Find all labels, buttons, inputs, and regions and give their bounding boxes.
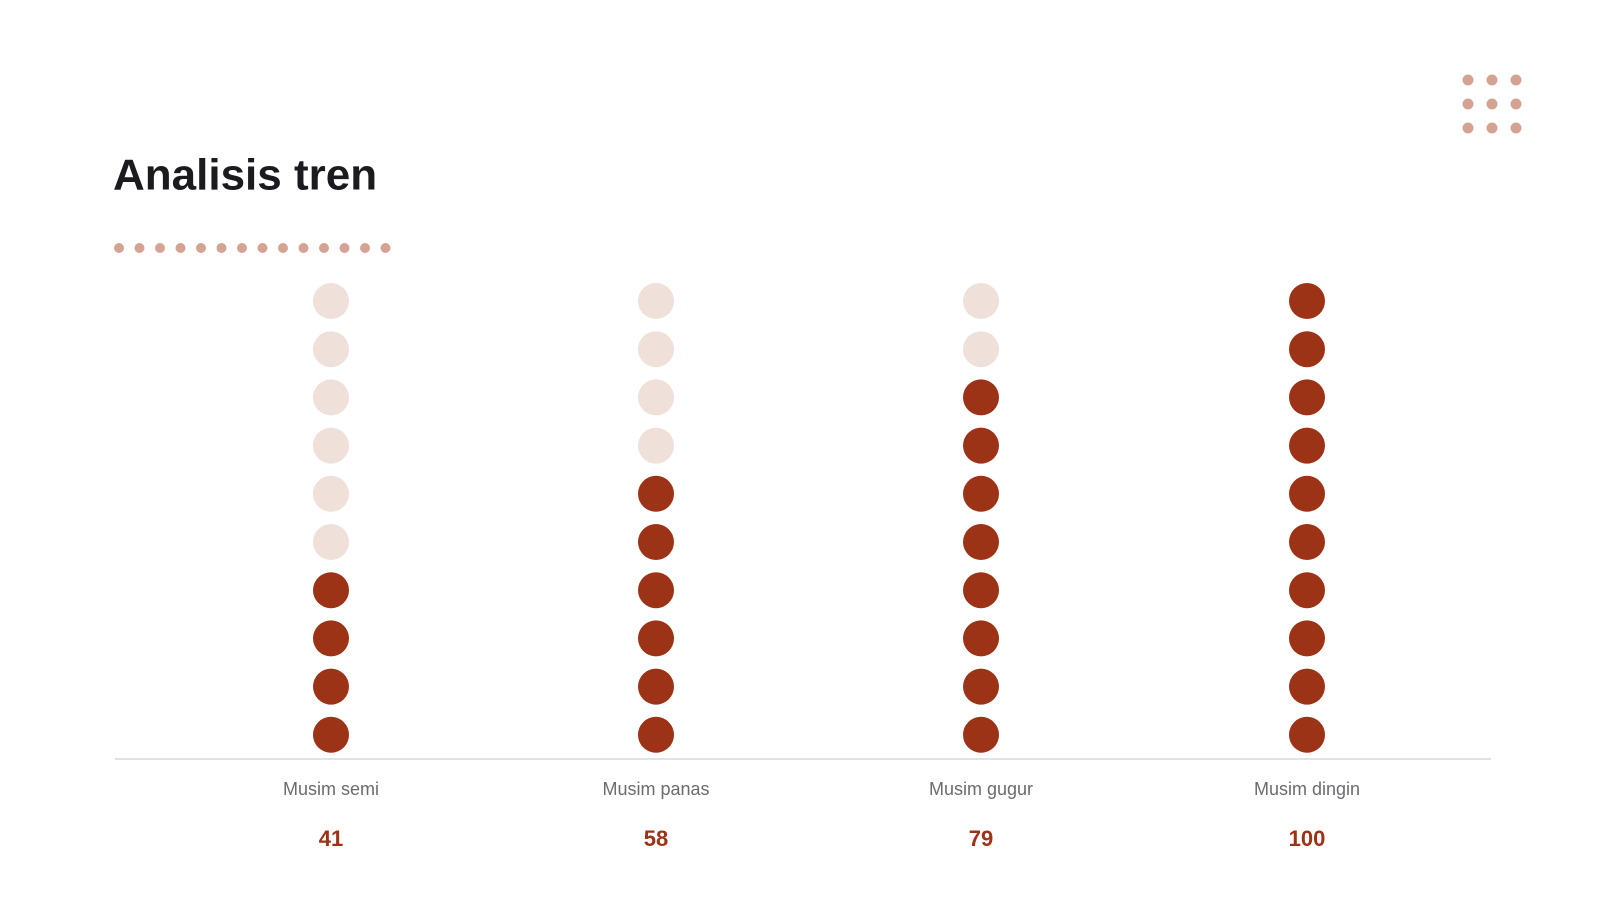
deco-dot <box>1486 74 1498 86</box>
empty-dot <box>638 427 674 464</box>
filled-dot <box>1289 668 1325 705</box>
empty-dot <box>638 283 674 319</box>
filled-dot <box>638 668 674 705</box>
filled-dot <box>1289 620 1325 657</box>
deco-dot <box>380 243 391 253</box>
deco-dot <box>298 243 309 253</box>
decoration <box>114 74 1522 253</box>
filled-dot <box>313 716 349 753</box>
deco-dot <box>339 243 350 253</box>
filled-dot <box>638 524 674 560</box>
empty-dot <box>638 331 674 368</box>
filled-dot <box>963 379 999 416</box>
filled-dot <box>313 620 349 657</box>
filled-dot <box>963 475 999 512</box>
filled-dot <box>963 524 999 560</box>
deco-dot <box>134 243 145 253</box>
deco-dot <box>216 243 227 253</box>
filled-dot <box>963 620 999 657</box>
value-label: 100 <box>1289 826 1326 851</box>
deco-dot <box>1510 98 1522 110</box>
deco-dot <box>360 243 370 253</box>
deco-dot <box>175 243 186 253</box>
deco-dot <box>114 243 124 253</box>
filled-dot <box>638 716 674 753</box>
filled-dot <box>1289 283 1325 319</box>
deco-dot <box>257 243 268 253</box>
filled-dot <box>963 668 999 705</box>
empty-dot <box>313 331 349 368</box>
filled-dot <box>638 620 674 657</box>
filled-dot <box>638 475 674 512</box>
empty-dot <box>313 379 349 416</box>
deco-dot <box>237 243 247 253</box>
filled-dot <box>1289 427 1325 464</box>
chart-title: Analisis tren <box>113 151 377 200</box>
empty-dot <box>963 283 999 319</box>
filled-dot <box>313 572 349 609</box>
deco-dot <box>1510 122 1522 134</box>
empty-dot <box>313 524 349 560</box>
deco-dot <box>1510 74 1522 86</box>
deco-dot <box>1462 98 1474 110</box>
value-label: 58 <box>644 826 668 851</box>
x-tick-label: Musim semi <box>283 779 379 799</box>
deco-dot <box>1486 122 1498 134</box>
filled-dot <box>1289 379 1325 416</box>
empty-dot <box>963 331 999 368</box>
empty-dot <box>638 379 674 416</box>
deco-dot <box>319 243 329 253</box>
filled-dot <box>1289 475 1325 512</box>
empty-dot <box>313 475 349 512</box>
x-tick-label: Musim panas <box>602 779 709 799</box>
filled-dot <box>1289 331 1325 368</box>
filled-dot <box>1289 572 1325 609</box>
filled-dot <box>313 668 349 705</box>
filled-dot <box>638 572 674 609</box>
deco-dot <box>1462 74 1474 86</box>
deco-dot <box>155 243 165 253</box>
x-tick-label: Musim gugur <box>929 779 1033 799</box>
filled-dot <box>1289 716 1325 753</box>
deco-dot <box>1486 98 1498 110</box>
filled-dot <box>963 572 999 609</box>
empty-dot <box>313 427 349 464</box>
deco-dot <box>1462 122 1474 134</box>
value-label: 41 <box>319 826 343 851</box>
deco-dot <box>278 243 288 253</box>
filled-dot <box>963 427 999 464</box>
empty-dot <box>313 283 349 319</box>
deco-dot <box>196 243 206 253</box>
x-tick-label: Musim dingin <box>1254 779 1360 799</box>
filled-dot <box>1289 524 1325 560</box>
filled-dot <box>963 716 999 753</box>
value-label: 79 <box>969 826 993 851</box>
